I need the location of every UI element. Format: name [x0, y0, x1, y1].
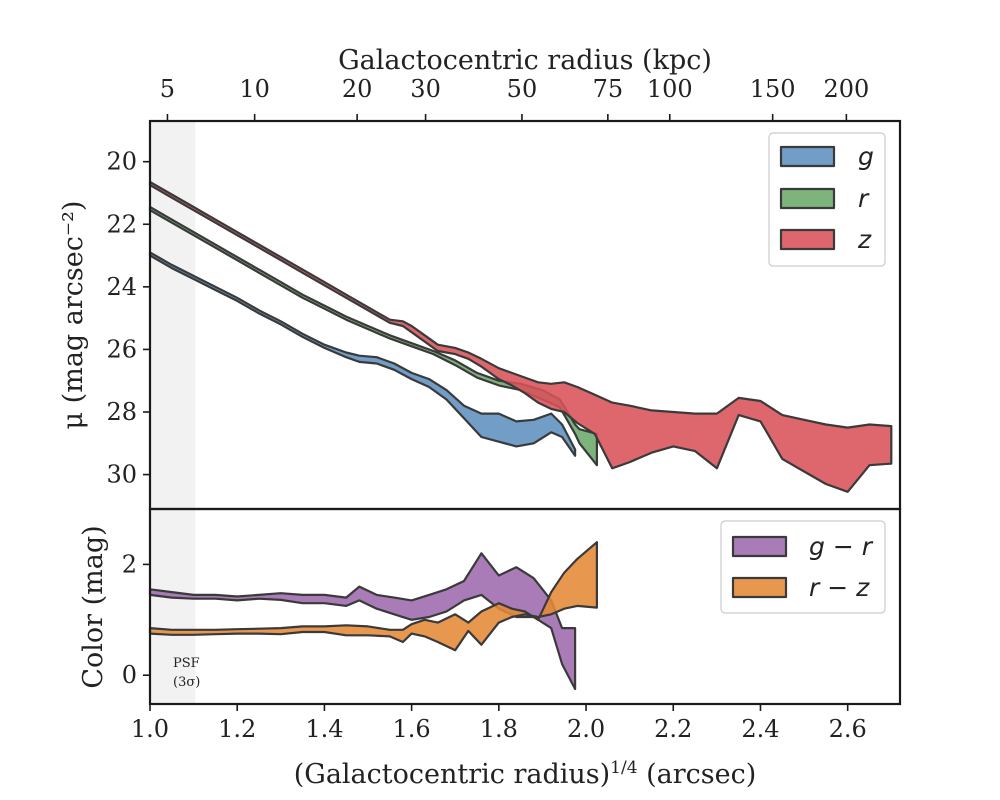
- legend-label-r-z: r − z: [809, 573, 870, 602]
- y-tick-label-top-30: 30: [106, 461, 137, 489]
- x-tick-label-2.6: 2.6: [829, 715, 867, 743]
- top-tick-label-5: 5: [160, 75, 175, 103]
- legend-label-g: g: [858, 142, 874, 171]
- y-tick-label-bottom-2: 2: [122, 550, 137, 578]
- x-tick-label-2.0: 2.0: [567, 715, 605, 743]
- top-tick-label-10: 10: [239, 75, 270, 103]
- top-band-z: [148, 180, 893, 493]
- top-legend: g r z: [768, 132, 886, 267]
- top-y-axis-title: μ (mag arcsec⁻²): [58, 201, 89, 430]
- bottom-y-axis-title: Color (mag): [78, 525, 109, 688]
- legend-swatch-g: [779, 145, 836, 168]
- top-tick-label-50: 50: [507, 75, 538, 103]
- legend-swatch-r: [779, 187, 836, 210]
- x-tick-label-2.4: 2.4: [741, 715, 779, 743]
- legend-label-z: z: [857, 225, 872, 254]
- y-tick-label-top-28: 28: [106, 398, 137, 426]
- psf-annotation-sigma: (3σ): [173, 675, 200, 690]
- y-tick-label-top-20: 20: [106, 148, 137, 176]
- x-tick-label-1.6: 1.6: [393, 715, 431, 743]
- x-tick-label-1.2: 1.2: [218, 715, 256, 743]
- bottom-x-axis-title: (Galactocentric radius)1/4 (arcsec): [294, 758, 757, 790]
- top-band-g: [148, 251, 577, 457]
- top-tick-label-30: 30: [410, 75, 441, 103]
- psf-annotation-label: PSF: [173, 656, 200, 671]
- top-tick-label-75: 75: [593, 75, 624, 103]
- bottom-panel-bands: [148, 541, 599, 691]
- bottom-legend: g − r r − z: [720, 520, 886, 614]
- legend-swatch-g-r: [731, 535, 788, 558]
- x-axis-title-exponent: 1/4: [610, 758, 637, 778]
- axis-ticks: 20 22 24 26 28 30 0 2 1.0 1.2 1.4 1.6 1.8 2.0 2.2 2.4 2.…: [106, 75, 869, 743]
- legend-swatch-z: [779, 228, 836, 251]
- x-tick-label-1.8: 1.8: [480, 715, 518, 743]
- top-tick-label-20: 20: [342, 75, 373, 103]
- x-tick-label-1.4: 1.4: [305, 715, 343, 743]
- top-tick-label-200: 200: [823, 75, 869, 103]
- y-tick-label-top-26: 26: [106, 335, 137, 363]
- bottom-band-gr: [148, 552, 577, 691]
- top-tick-label-150: 150: [750, 75, 796, 103]
- top-panel-bands: [148, 180, 893, 493]
- bottom-panel-frame: [148, 507, 902, 706]
- bottom-band-rz: [148, 541, 599, 652]
- y-tick-label-bottom-0: 0: [122, 661, 137, 689]
- legend-label-r: r: [858, 184, 870, 213]
- x-tick-label-1.0: 1.0: [131, 715, 169, 743]
- top-axis-title: Galactocentric radius (kpc): [338, 45, 712, 76]
- top-tick-label-100: 100: [647, 75, 693, 103]
- y-tick-label-top-22: 22: [106, 210, 137, 238]
- top-band-r: [148, 205, 599, 467]
- x-tick-label-2.2: 2.2: [654, 715, 692, 743]
- psf-shaded-region-top: [150, 121, 196, 509]
- y-tick-label-top-24: 24: [106, 273, 137, 301]
- legend-swatch-r-z: [731, 576, 788, 599]
- legend-label-g-r: g − r: [809, 532, 874, 561]
- psf-shaded-region-bottom: [150, 509, 196, 704]
